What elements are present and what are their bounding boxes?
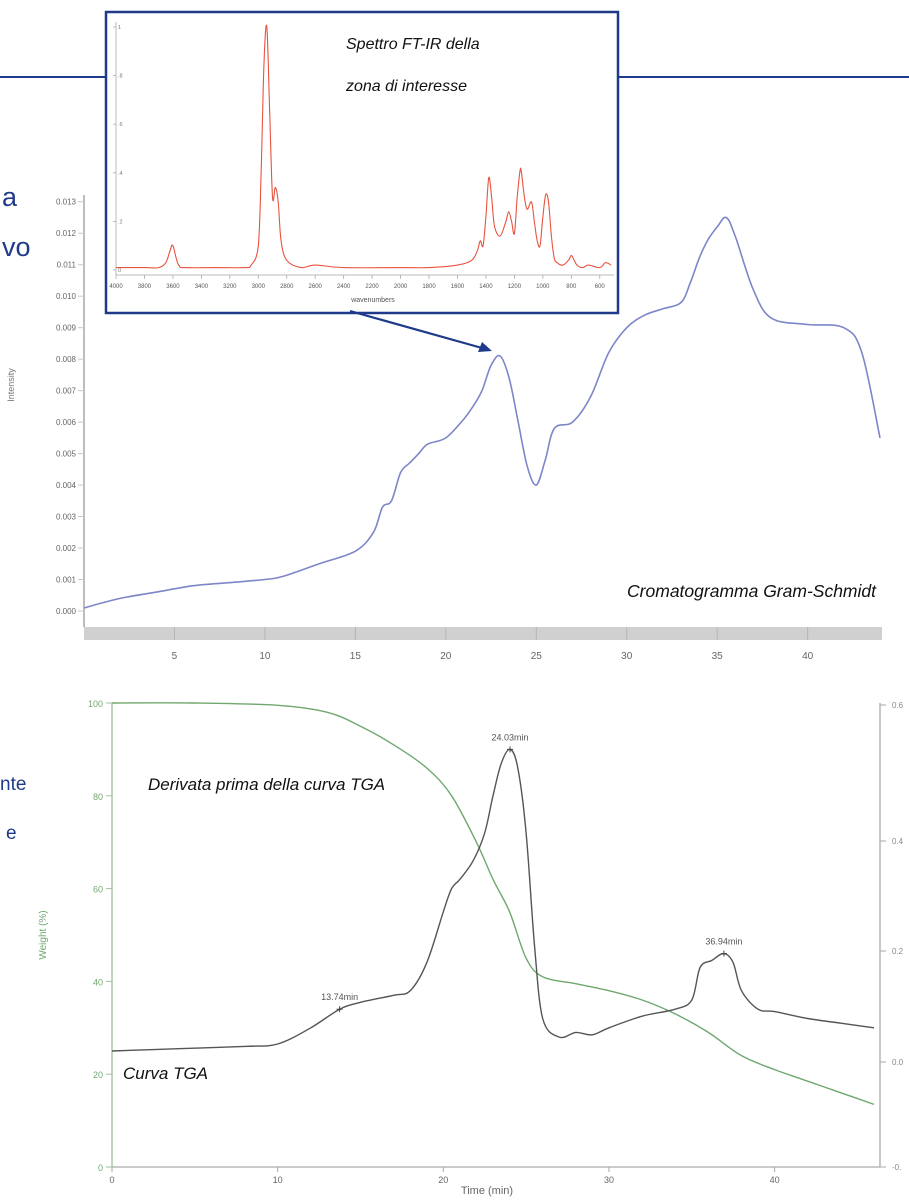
- ftir-y-tick-label: .4: [118, 171, 123, 177]
- tga-right-tick-label: 0.2: [892, 947, 904, 956]
- ftir-series-line: [116, 24, 612, 269]
- gs-y-tick-label: 0.012: [56, 229, 77, 238]
- tga-y-tick-label: 80: [93, 792, 103, 802]
- ftir-x-tick-label: 1200: [508, 284, 522, 290]
- gs-y-ticks: 0.000 0.001 0.002 0.003 0.004 0.005 0.006 0.007…: [56, 198, 84, 616]
- tga-y-tick-label: 40: [93, 977, 103, 987]
- gs-y-tick-label: 0.013: [56, 198, 77, 207]
- ftir-y-ticks: 0 .2 .4 .6 .8 1: [113, 25, 123, 274]
- tga-x-ticks: 0 10 20 30 40: [109, 1167, 780, 1185]
- gs-x-tick-label: 5: [172, 651, 178, 662]
- tga-caption: Curva TGA: [123, 1064, 208, 1083]
- ftir-x-tick-label: 1000: [536, 284, 550, 290]
- ftir-x-tick-label: 1400: [479, 284, 493, 290]
- tga-right-tick-label: 0.6: [892, 701, 904, 710]
- ftir-inset: 0 .2 .4 .6 .8 1 4000 3800 3600 3400 3200 3000 2800 2…: [104, 10, 620, 315]
- ftir-x-axis-label: wavenumbers: [350, 297, 395, 304]
- gs-x-ticks: 5 10 15 20 25 30 35 40: [172, 627, 814, 662]
- gram-schmidt-caption: Cromatogramma Gram-Schmidt: [627, 581, 877, 601]
- ftir-x-tick-label: 3000: [252, 284, 266, 290]
- gs-y-tick-label: 0.001: [56, 576, 77, 585]
- edge-text-line1: a: [2, 182, 18, 212]
- gs-y-tick-label: 0.002: [56, 544, 77, 553]
- edge-text-line4: e: [6, 823, 17, 844]
- ftir-x-tick-label: 800: [566, 284, 577, 290]
- edge-text-line2: vo: [2, 232, 31, 262]
- edge-text-line3: nte: [0, 774, 27, 795]
- gs-y-tick-label: 0.003: [56, 513, 77, 522]
- gs-y-axis-label: Intensity: [6, 368, 16, 402]
- gs-x-tick-label: 10: [259, 651, 271, 662]
- tga-series-line: [111, 702, 875, 1106]
- ftir-y-tick-label: .2: [118, 219, 123, 225]
- gs-bottom-axis-band: [84, 627, 882, 640]
- tga-right-y-ticks: -0. 0.0 0.2 0.4 0.6: [880, 701, 904, 1172]
- ftir-x-tick-label: 2200: [365, 284, 379, 290]
- ftir-x-tick-label: 3200: [223, 284, 237, 290]
- gs-y-tick-label: 0.004: [56, 481, 77, 490]
- gs-y-tick-label: 0.008: [56, 355, 77, 364]
- ftir-x-tick-label: 2400: [337, 284, 351, 290]
- tga-right-tick-label: -0.: [892, 1163, 901, 1172]
- ftir-x-tick-label: 600: [595, 284, 606, 290]
- gs-y-tick-label: 0.007: [56, 387, 77, 396]
- tga-y-tick-label: 20: [93, 1070, 103, 1080]
- ftir-y-tick-label: 0: [118, 268, 121, 274]
- ftir-y-tick-label: 1: [118, 25, 121, 31]
- ftir-x-tick-label: 1800: [422, 284, 436, 290]
- dtg-peak-label: 13.74min: [321, 992, 358, 1002]
- tga-right-tick-label: 0.4: [892, 837, 904, 846]
- ftir-x-tick-label: 1600: [451, 284, 465, 290]
- ftir-inset-frame: [104, 10, 620, 315]
- gs-y-tick-label: 0.005: [56, 450, 77, 459]
- dtg-peak-labels: 24.03min 13.74min 36.94min: [321, 732, 742, 1013]
- dtg-peak-label: 24.03min: [492, 732, 529, 742]
- tga-x-tick-label: 20: [438, 1175, 448, 1185]
- ftir-x-ticks: 4000 3800 3600 3400 3200 3000 2800 2600 2400 2200…: [109, 275, 605, 290]
- gs-y-tick-label: 0.009: [56, 324, 77, 333]
- ftir-pointer-arrow: [349, 309, 492, 352]
- dtg-caption: Derivata prima della curva TGA: [148, 775, 385, 794]
- dtg-series-line: [111, 748, 875, 1052]
- ftir-x-tick-label: 2000: [394, 284, 408, 290]
- gs-x-tick-label: 30: [621, 651, 633, 662]
- tga-x-tick-label: 40: [770, 1175, 780, 1185]
- ftir-x-tick-label: 4000: [109, 284, 123, 290]
- ftir-x-tick-label: 2600: [309, 284, 323, 290]
- tga-y-tick-label: 60: [93, 885, 103, 895]
- tga-x-tick-label: 10: [273, 1175, 283, 1185]
- ftir-x-tick-label: 3600: [166, 284, 180, 290]
- gs-y-tick-label: 0.010: [56, 292, 77, 301]
- gs-x-tick-label: 25: [531, 651, 543, 662]
- ftir-caption-line1: Spettro FT-IR della: [346, 36, 480, 53]
- gs-series-line: [83, 216, 881, 609]
- gs-x-tick-label: 40: [802, 651, 814, 662]
- gs-x-tick-label: 20: [440, 651, 452, 662]
- ftir-caption-line2: zona di interesse: [345, 78, 467, 95]
- tga-y-tick-label: 0: [98, 1163, 103, 1173]
- gram-schmidt-chart: 0.000 0.001 0.002 0.003 0.004 0.005 0.006 0.007…: [6, 195, 882, 662]
- ftir-y-tick-label: .6: [118, 122, 123, 128]
- tga-y-axis-label: Weight (%): [38, 910, 49, 959]
- ftir-y-tick-label: .8: [118, 74, 123, 80]
- tga-y-ticks: 0 20 40 60 80 100: [88, 699, 112, 1173]
- ftir-x-tick-label: 3400: [195, 284, 209, 290]
- ftir-x-tick-label: 3800: [138, 284, 152, 290]
- gs-y-tick-label: 0.006: [56, 418, 77, 427]
- tga-chart: 0 20 40 60 80 100 0 10 20 30 40 -0. 0.0 0.2 0.4 0.6 W…: [38, 699, 904, 1197]
- ftir-x-tick-label: 2800: [280, 284, 294, 290]
- tga-right-tick-label: 0.0: [892, 1058, 904, 1067]
- gs-y-tick-label: 0.011: [57, 261, 77, 270]
- tga-x-tick-label: 0: [109, 1175, 114, 1185]
- tga-x-tick-label: 30: [604, 1175, 614, 1185]
- tga-y-tick-label: 100: [88, 699, 103, 709]
- gs-x-tick-label: 15: [350, 651, 362, 662]
- tga-x-axis-label: Time (min): [461, 1185, 513, 1197]
- gs-y-tick-label: 0.000: [56, 607, 77, 616]
- dtg-peak-label: 36.94min: [705, 937, 742, 947]
- gs-x-tick-label: 35: [712, 651, 724, 662]
